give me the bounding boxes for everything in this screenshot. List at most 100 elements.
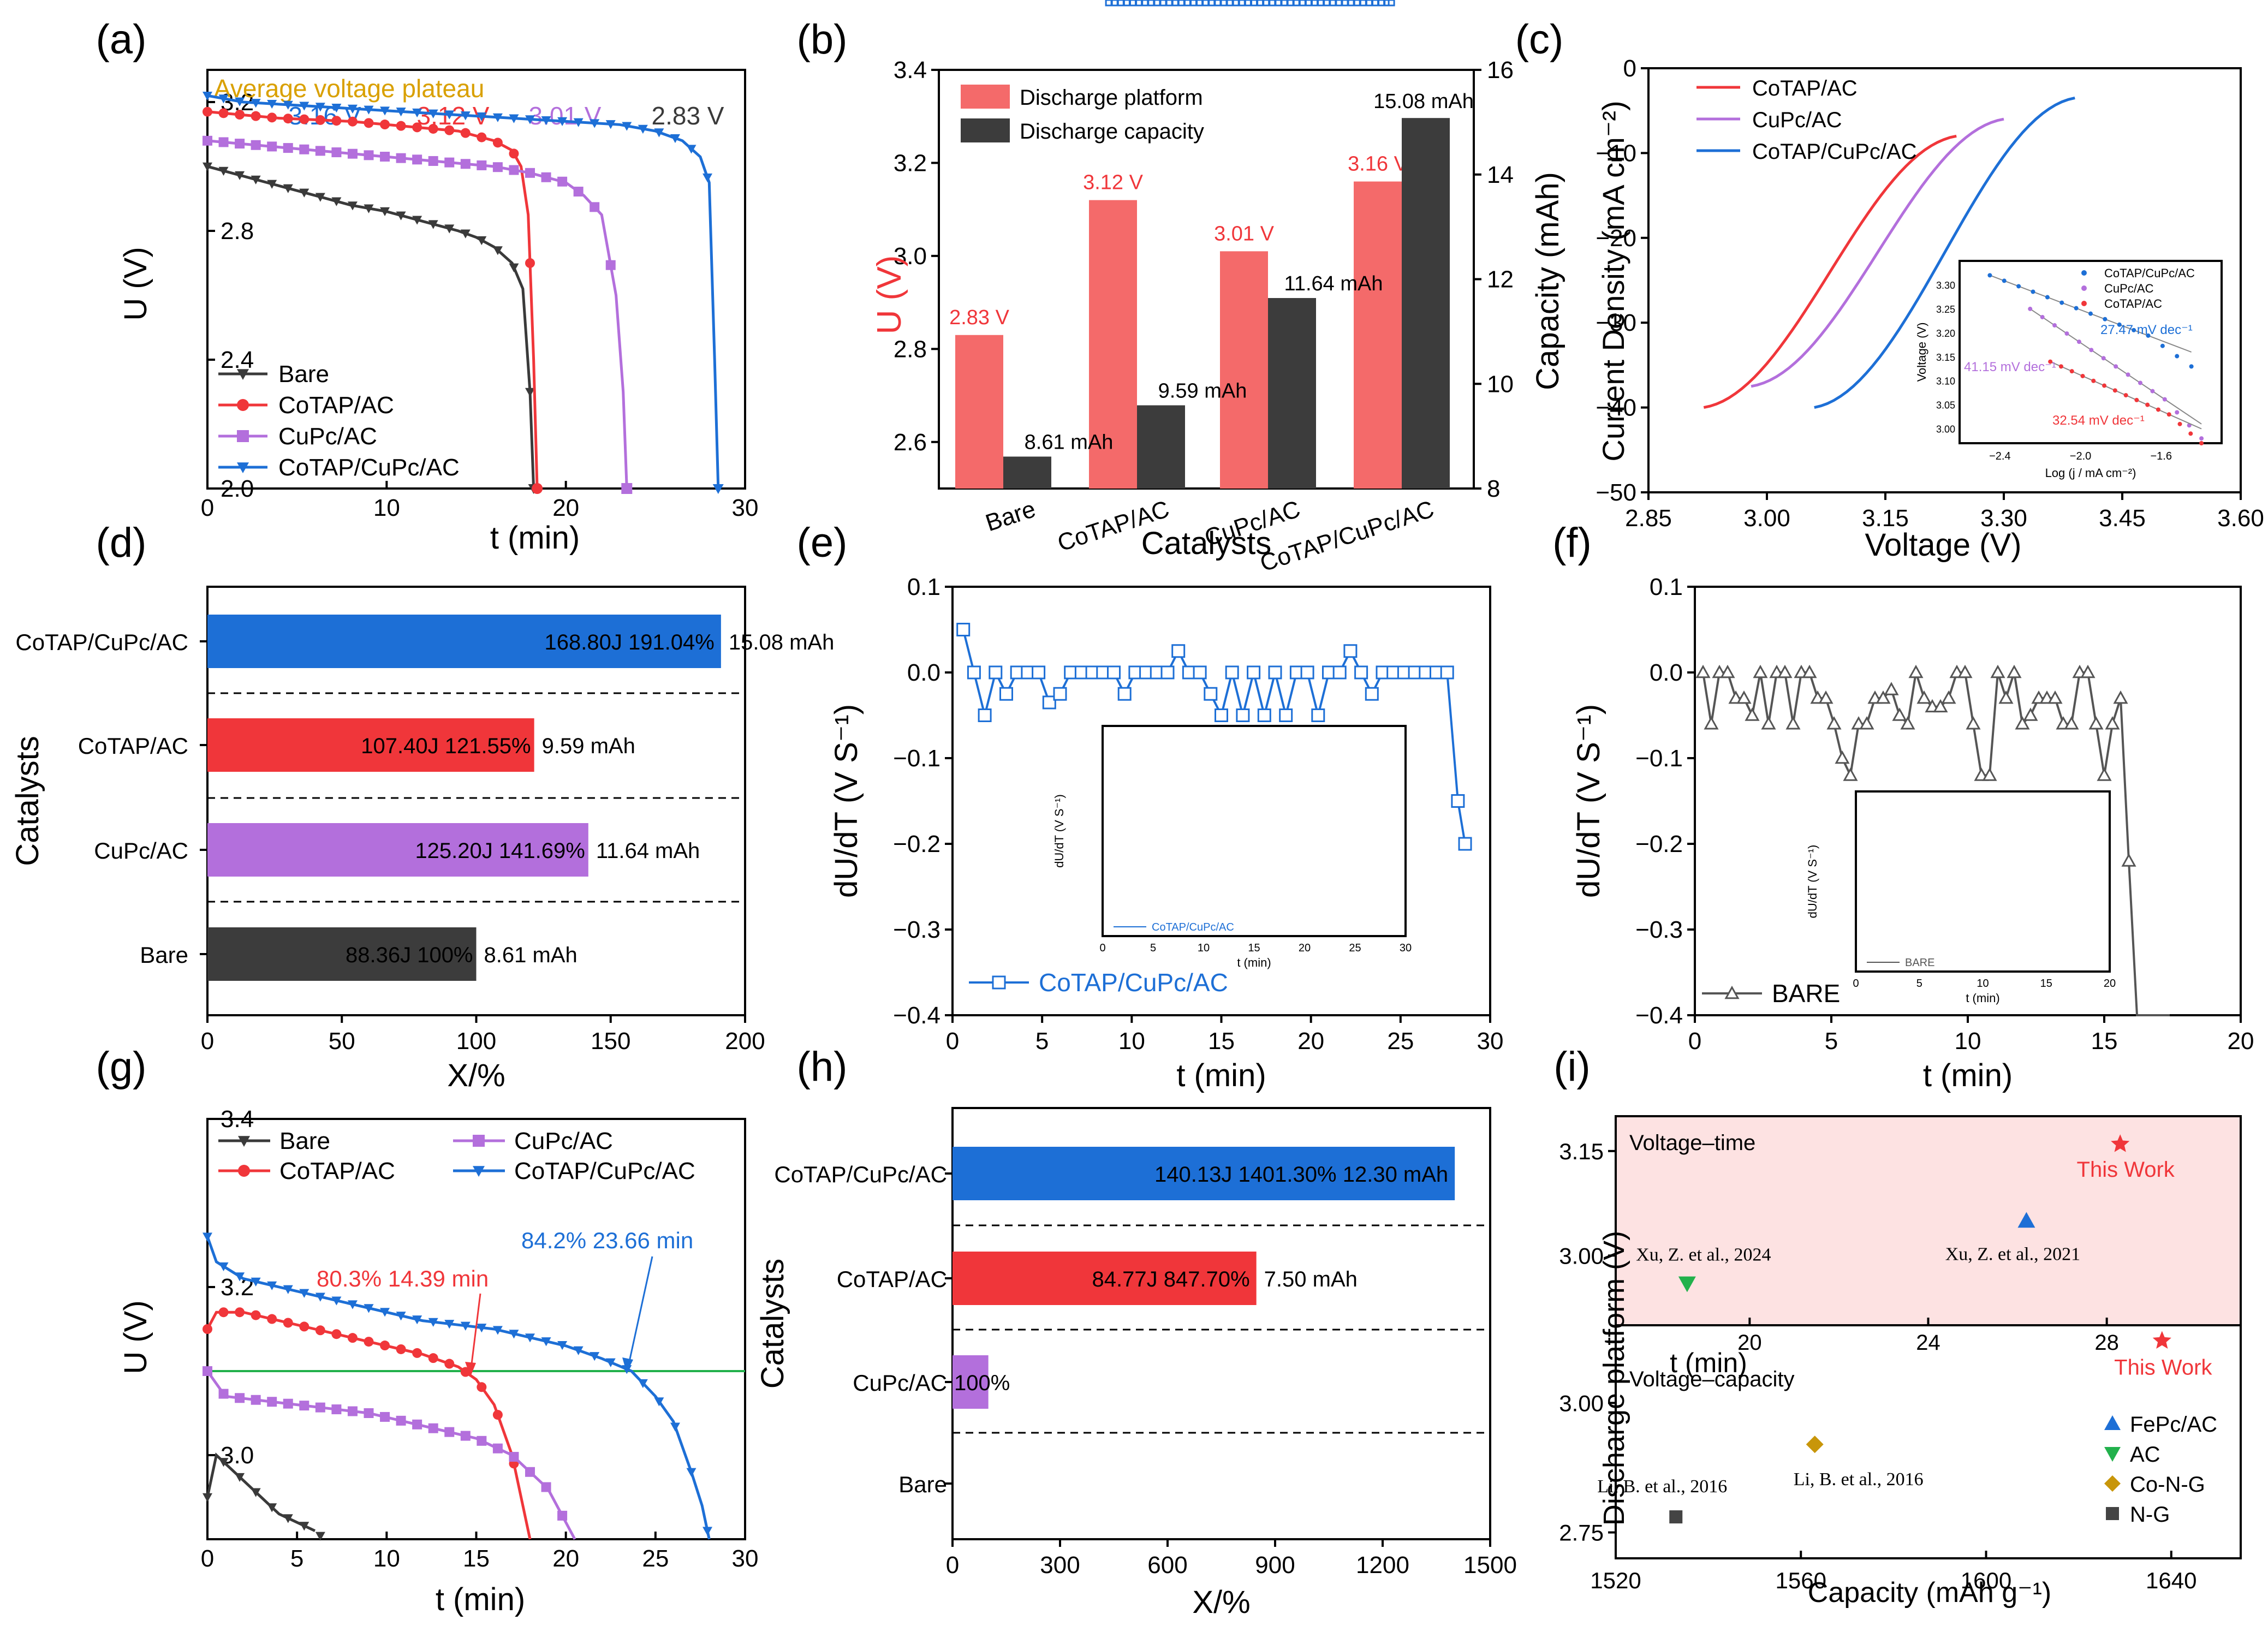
bar-capacity xyxy=(1268,298,1316,489)
top-x-title: t (min) xyxy=(1670,1348,1747,1378)
data-point xyxy=(1933,699,1948,713)
x-tick-label: 0 xyxy=(946,1552,959,1579)
inset-frame-e xyxy=(1102,725,1407,937)
x-tick-label: 10 xyxy=(373,495,400,521)
data-point xyxy=(235,1393,245,1403)
x-tick-label: 25 xyxy=(642,1545,669,1572)
bar-platform xyxy=(1220,251,1268,489)
data-point xyxy=(299,1522,309,1531)
data-point xyxy=(477,236,487,246)
data-point xyxy=(1884,682,1899,695)
data-point xyxy=(315,1402,325,1413)
series-line-a-2 xyxy=(207,139,628,489)
data-point xyxy=(541,1337,551,1347)
data-point xyxy=(670,134,680,144)
data-point xyxy=(573,1346,584,1355)
legend-marker xyxy=(2106,1507,2119,1520)
y-tick-label: 3.0 xyxy=(894,243,927,270)
data-point xyxy=(1802,664,1817,678)
data-point xyxy=(477,132,487,142)
data-point xyxy=(1458,837,1472,851)
data-point xyxy=(1835,750,1850,764)
bar-inner-label: 140.13J 1401.30% 12.30 mAh xyxy=(1154,1163,1448,1187)
inset-point xyxy=(1281,0,1288,7)
inset-point xyxy=(2102,383,2107,388)
inset-point xyxy=(1293,0,1300,7)
data-point xyxy=(380,207,390,217)
y-axis-title: dU/dT (V S⁻¹) xyxy=(829,704,864,898)
inset-y-tick-label: −0.03 xyxy=(1825,0,1852,3)
annotation-arrowhead xyxy=(622,1357,633,1373)
data-point xyxy=(1311,708,1325,722)
inset-point xyxy=(1183,0,1191,7)
data-point xyxy=(703,173,713,183)
inset-point xyxy=(2076,339,2081,344)
bar-label: 3.16 V xyxy=(1348,153,1408,176)
data-point xyxy=(573,187,584,197)
data-point xyxy=(509,263,519,272)
data-point xyxy=(218,1262,229,1272)
x-tick-label: 0 xyxy=(946,1028,959,1055)
bar-platform xyxy=(1089,200,1137,489)
data-point xyxy=(2113,690,2128,704)
data-point xyxy=(622,122,632,131)
inset-point xyxy=(1372,0,1379,7)
data-point xyxy=(2064,716,2079,730)
data-point xyxy=(2097,767,2112,781)
data-point xyxy=(347,1300,358,1309)
data-point xyxy=(428,123,438,134)
data-point xyxy=(235,1307,245,1318)
inset-point xyxy=(1111,0,1118,7)
bar-outer-label: 8.61 mAh xyxy=(484,943,578,967)
y-tick-label: −0.3 xyxy=(1635,916,1683,943)
inset-point xyxy=(2058,364,2063,369)
series-line-g-3 xyxy=(206,1236,711,1540)
x-tick-label: 10 xyxy=(1118,1028,1145,1055)
data-point xyxy=(283,1318,293,1328)
x-tick-label: 0 xyxy=(201,1028,214,1055)
data-point xyxy=(315,1532,325,1541)
data-point xyxy=(235,97,245,106)
inset-x-tick-label: 25 xyxy=(1349,942,1361,954)
data-point xyxy=(638,124,648,134)
panel-label-c: (c) xyxy=(1515,16,1564,63)
inset-x-tick-label: 10 xyxy=(1977,978,1989,990)
panel-label-d: (d) xyxy=(96,520,147,566)
y-tick-label: 2.8 xyxy=(894,336,927,362)
y-axis-title: Catalysts xyxy=(10,736,45,866)
bar-outer-label: 15.08 mAh xyxy=(729,630,834,654)
data-point xyxy=(1736,690,1752,704)
legend-label: CoTAP/AC xyxy=(278,392,394,419)
inset-x-tick-label: −2.4 xyxy=(1989,450,2010,462)
x-tick-label: 15 xyxy=(1208,1028,1235,1055)
annotation-label: 84.2% 23.66 min xyxy=(521,1228,693,1253)
x-axis-title: X/% xyxy=(1192,1585,1250,1620)
y-tick-label: 3.2 xyxy=(221,1274,254,1301)
legend-marker xyxy=(473,1166,485,1177)
inset-point xyxy=(1347,0,1355,7)
inset-point xyxy=(1165,0,1173,7)
data-point xyxy=(235,171,245,180)
x-tick-label: 5 xyxy=(1035,1028,1049,1055)
x-axis-title: t (min) xyxy=(490,520,580,556)
inset-point xyxy=(2150,389,2155,394)
inset-point xyxy=(1153,0,1161,7)
inset-y-title: dU/dT (V S⁻¹) xyxy=(1052,794,1066,868)
data-point xyxy=(1916,690,1932,704)
data-point xyxy=(203,1324,212,1334)
data-point xyxy=(1745,707,1760,721)
data-point xyxy=(283,1285,293,1294)
data-point xyxy=(525,115,535,124)
inset-point xyxy=(1202,0,1210,7)
x-tick-label: 600 xyxy=(1147,1552,1187,1579)
bar-outer-label: 9.59 mAh xyxy=(542,734,635,758)
data-point xyxy=(1777,664,1793,678)
legend-label: FePc/AC xyxy=(2130,1413,2217,1437)
data-point xyxy=(654,128,664,138)
data-point xyxy=(315,146,325,156)
bottom-title: Voltage–capacity xyxy=(1629,1367,1794,1391)
inset-point xyxy=(1117,0,1124,7)
data-point xyxy=(444,125,455,135)
data-point xyxy=(396,211,406,221)
x-tick-label: 1200 xyxy=(1356,1552,1409,1579)
